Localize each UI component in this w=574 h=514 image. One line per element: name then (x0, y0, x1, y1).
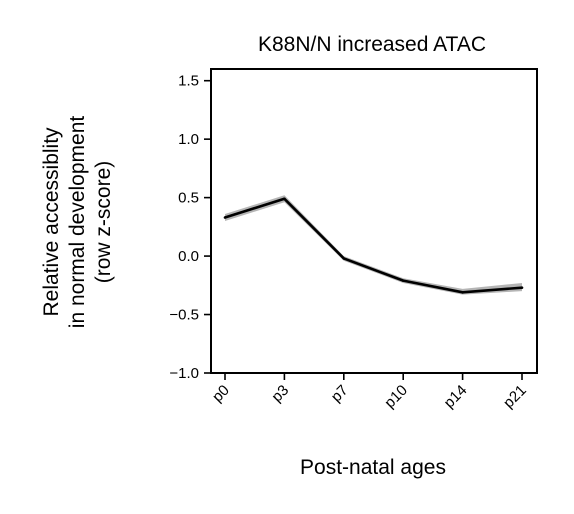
x-tick-label: p14 (441, 382, 471, 412)
x-tick-label: p10 (381, 382, 411, 412)
series-point (342, 257, 346, 260)
x-axis: p0 p3 p7 p10 p14 p21 (209, 373, 530, 412)
y-tick-label: 0.0 (178, 248, 199, 265)
y-tick-label: −1.0 (169, 365, 199, 382)
series-line (224, 197, 523, 294)
y-axis-label-line-1: Relative accessiblity (40, 127, 63, 317)
y-axis-label: Relative accessiblity in normal developm… (40, 116, 115, 329)
series-point (401, 279, 405, 282)
y-axis-label-line-2: in normal development (66, 116, 89, 329)
x-tick-label: p3 (268, 382, 292, 406)
chart-title: K88N/N increased ATAC (258, 33, 486, 56)
series-point (461, 291, 464, 294)
x-axis-label: Post-natal ages (300, 456, 446, 479)
y-tick-label: 0.5 (178, 190, 199, 207)
y-axis-label-line-3: (row z-score) (92, 161, 115, 284)
y-tick-label: 1.0 (178, 131, 199, 148)
x-tick-label: p0 (209, 382, 233, 406)
y-tick-label: 1.5 (178, 73, 199, 90)
series-point (283, 197, 286, 201)
x-tick-label: p7 (328, 382, 352, 406)
plot-area (210, 68, 538, 374)
x-tick-label: p21 (500, 382, 530, 412)
y-tick-label: −0.5 (169, 307, 199, 324)
series-point (520, 286, 524, 289)
series-point (223, 216, 227, 219)
series-confidence-band (225, 195, 522, 295)
y-axis: −1.0 −0.5 0.0 0.5 1.0 1.5 (169, 73, 211, 382)
confidence-band-layer (225, 195, 522, 295)
series-line-layer (223, 197, 524, 294)
plot-frame (210, 68, 538, 374)
